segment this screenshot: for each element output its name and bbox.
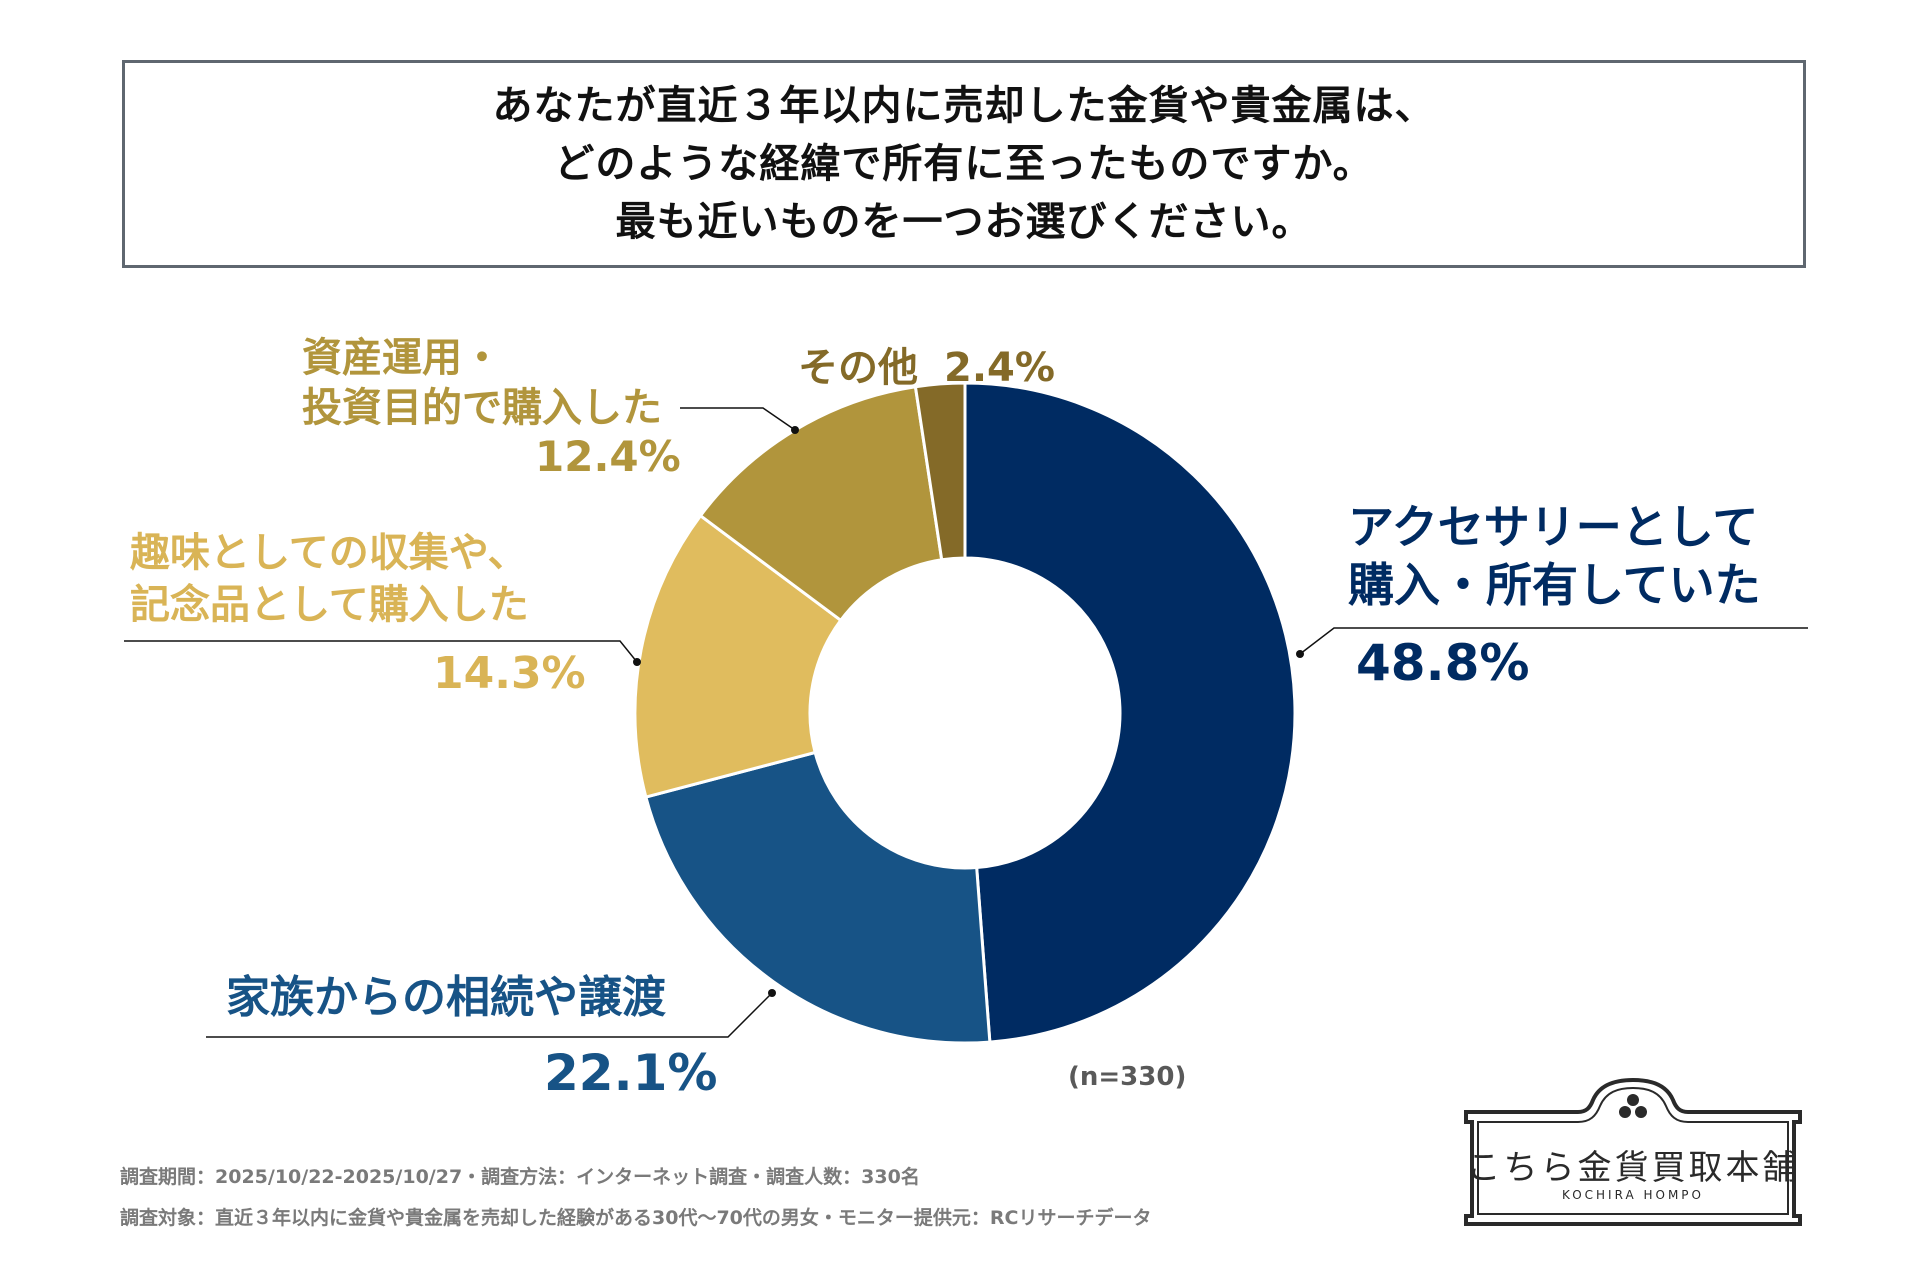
label-inheritance: 家族からの相続や譲渡 — [226, 970, 666, 1026]
label-hobby-line-1: 趣味としての収集や、 — [130, 530, 528, 576]
value-inheritance: 22.1% — [544, 1044, 718, 1102]
label-accessory-line-2: 購入・所有していた — [1348, 558, 1761, 612]
label-other: その他 — [798, 345, 918, 391]
leader-line-hobby — [124, 640, 638, 663]
question-title-box: あなたが直近３年以内に売却した金貨や貴金属は、 どのような経緯で所有に至ったもの… — [122, 60, 1806, 268]
leader-line-investment — [680, 407, 796, 431]
label-investment: 資産運用・ 投資目的で購入した — [302, 333, 662, 433]
leader-line-accessory — [1299, 627, 1808, 655]
label-accessory-line-1: アクセサリーとして — [1348, 500, 1759, 554]
value-other: 2.4% — [944, 345, 1055, 391]
logo-subtitle: KOCHIRA HOMPO — [1562, 1188, 1704, 1202]
slice-hobby — [633, 513, 843, 799]
footnote-survey-period: 調査期間：2025/10/22-2025/10/27・調査方法：インターネット調… — [120, 1166, 920, 1188]
title-line-1: あなたが直近３年以内に売却した金貨や貴金属は、 — [492, 83, 1436, 129]
logo-frame-icon — [1464, 1077, 1802, 1226]
leader-line-investment-dot — [791, 426, 799, 434]
brand-logo: こちら金貨買取本舗 KOCHIRA HOMPO — [1458, 1077, 1808, 1228]
sample-size-note: (n=330) — [1068, 1062, 1187, 1092]
slice-inheritance — [644, 750, 992, 1045]
value-hobby: 14.3% — [433, 648, 586, 699]
slice-other — [913, 381, 967, 562]
label-accessory: アクセサリーとして 購入・所有していた — [1348, 498, 1761, 614]
title-line-2: どのような経緯で所有に至ったものですか。 — [554, 141, 1374, 187]
label-inheritance-line-1: 家族からの相続や譲渡 — [226, 972, 666, 1023]
slice-investment — [698, 385, 944, 623]
leader-line-inheritance — [206, 992, 773, 1038]
leader-line-hobby-dot — [633, 658, 641, 666]
label-hobby-line-2: 記念品として購入した — [130, 582, 529, 628]
value-accessory: 48.8% — [1356, 634, 1530, 692]
value-investment: 12.4% — [535, 432, 681, 481]
slice-accessory — [963, 381, 1297, 1044]
title-line-3: 最も近いものを一つお選びください。 — [615, 199, 1313, 245]
label-other-row: その他 2.4% — [798, 335, 1055, 393]
label-investment-line-1: 資産運用・ — [302, 335, 502, 381]
label-hobby: 趣味としての収集や、 記念品として購入した — [130, 527, 529, 631]
leader-line-accessory-dot — [1296, 650, 1304, 658]
logo-name: こちら金貨買取本舗 — [1466, 1148, 1800, 1188]
footnote-survey-target: 調査対象：直近３年以内に金貨や貴金属を売却した経験がある30代～70代の男女・モ… — [120, 1207, 1152, 1229]
label-investment-line-2: 投資目的で購入した — [302, 385, 662, 431]
leader-line-inheritance-dot — [768, 989, 776, 997]
